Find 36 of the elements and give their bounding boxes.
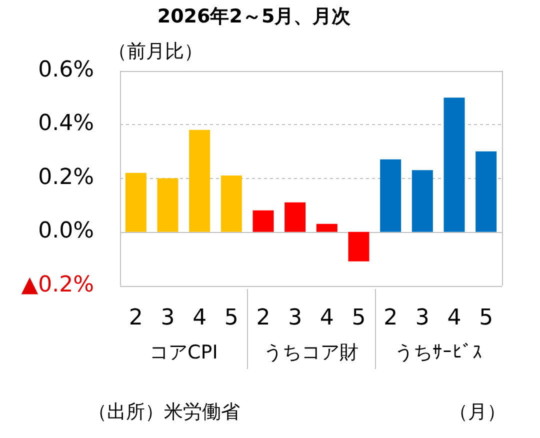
bar bbox=[157, 178, 178, 232]
x-tick-label: 4 bbox=[192, 306, 207, 331]
bar bbox=[476, 151, 497, 232]
bar bbox=[252, 210, 274, 232]
x-tick-label: 2 bbox=[256, 306, 270, 331]
chart-title: 2026年2～5月、月次 bbox=[157, 5, 352, 28]
x-tick-label: 5 bbox=[479, 306, 494, 331]
y-axis-title: （前月比） bbox=[108, 40, 203, 63]
text: （出所）米労働省 bbox=[88, 400, 240, 423]
text: コアCPI bbox=[150, 342, 218, 364]
bar bbox=[348, 232, 370, 262]
bar bbox=[220, 176, 242, 232]
y-tick-label: ▲0.2% bbox=[21, 272, 94, 298]
x-tick-label: 4 bbox=[447, 306, 462, 331]
x-tick-label: 5 bbox=[352, 306, 366, 331]
x-tick-label: 2 bbox=[384, 306, 398, 331]
x-tick-label: 3 bbox=[288, 306, 302, 331]
bar bbox=[284, 202, 306, 232]
y-tick-label: 0.0% bbox=[38, 218, 94, 244]
bar bbox=[125, 172, 146, 232]
x-tick-label: 4 bbox=[320, 306, 334, 331]
bar bbox=[380, 159, 402, 232]
text: （月） bbox=[449, 400, 506, 423]
text: うちコア財 bbox=[264, 342, 358, 364]
y-tick-label: 0.4% bbox=[38, 111, 94, 136]
y-tick-label: 0.2% bbox=[38, 164, 94, 190]
text: うちｻｰﾋﾞｽ bbox=[394, 342, 482, 364]
bar bbox=[189, 130, 210, 232]
x-tick-label: 2 bbox=[128, 306, 143, 331]
bar bbox=[316, 224, 338, 232]
x-tick-label: 3 bbox=[415, 306, 430, 331]
x-tick-label: 5 bbox=[224, 306, 238, 331]
bar bbox=[412, 170, 433, 232]
x-tick-label: 3 bbox=[160, 306, 175, 331]
bar bbox=[444, 98, 465, 232]
y-tick-label: 0.6% bbox=[38, 58, 94, 83]
